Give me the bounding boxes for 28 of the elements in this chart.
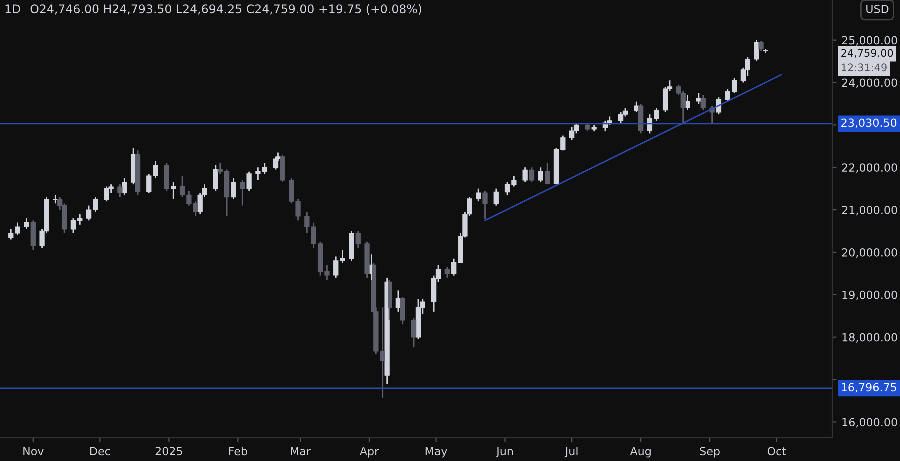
- x-tick-label: Mar: [291, 447, 311, 456]
- x-tick-label: Jun: [496, 447, 514, 458]
- text: 24,759.00: [842, 49, 894, 58]
- y-tick-label: 21,000.00: [842, 206, 898, 216]
- y-tick-label: 16,000.00: [842, 418, 898, 428]
- y-tick-label: 22,000.00: [842, 164, 898, 174]
- x-tick-label: Sep: [700, 447, 720, 458]
- y-tick-label: 19,000.00: [842, 290, 898, 300]
- x-tick-label: Jul: [564, 446, 578, 458]
- y-tick-label: 20,000.00: [842, 248, 898, 258]
- text: USD: [866, 4, 889, 14]
- x-tick-label: 2025: [156, 447, 182, 456]
- x-tick-label: Oct: [768, 447, 786, 456]
- chart-subtitle: O24,746.00 H24,793.50 L24,694.25 C24,759.00 +19.75 (+0.08%): [30, 4, 422, 15]
- ref-line-label: 16,796.75: [842, 383, 896, 393]
- x-tick-label: Dec: [90, 447, 110, 456]
- x-tick-label: Feb: [229, 446, 248, 456]
- ref-line-label: 23,030.50: [842, 118, 897, 128]
- x-tick-label: Nov: [24, 447, 44, 456]
- y-tick-label: 24,000.00: [842, 78, 898, 88]
- x-tick-label: May: [426, 447, 448, 458]
- x-tick-label: Aug: [630, 447, 651, 458]
- y-tick-label: 18,000.00: [842, 333, 898, 343]
- chart-title: 1D: [6, 4, 20, 14]
- candlestick: [763, 48, 768, 54]
- text: 12:31:49: [842, 64, 887, 72]
- y-tick-label: 25,000.00: [842, 36, 898, 46]
- x-tick-label: Apr: [360, 447, 380, 458]
